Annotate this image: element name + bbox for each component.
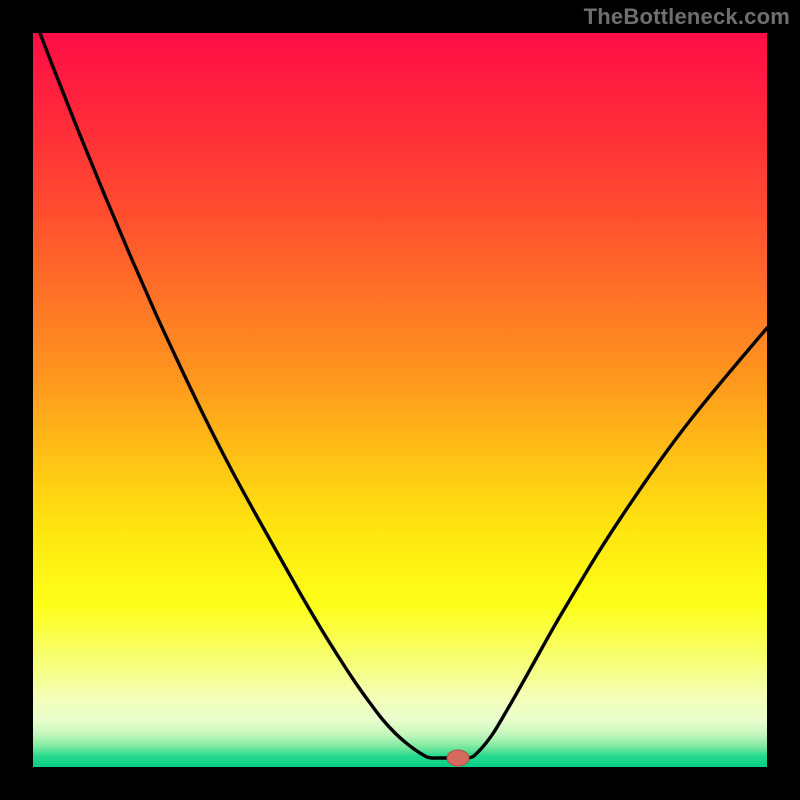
watermark-text: TheBottleneck.com bbox=[584, 4, 790, 30]
chart-container: TheBottleneck.com bbox=[0, 0, 800, 800]
bottleneck-curve-chart bbox=[0, 0, 800, 800]
optimal-point-marker bbox=[447, 750, 469, 766]
plot-gradient-area bbox=[33, 33, 767, 767]
